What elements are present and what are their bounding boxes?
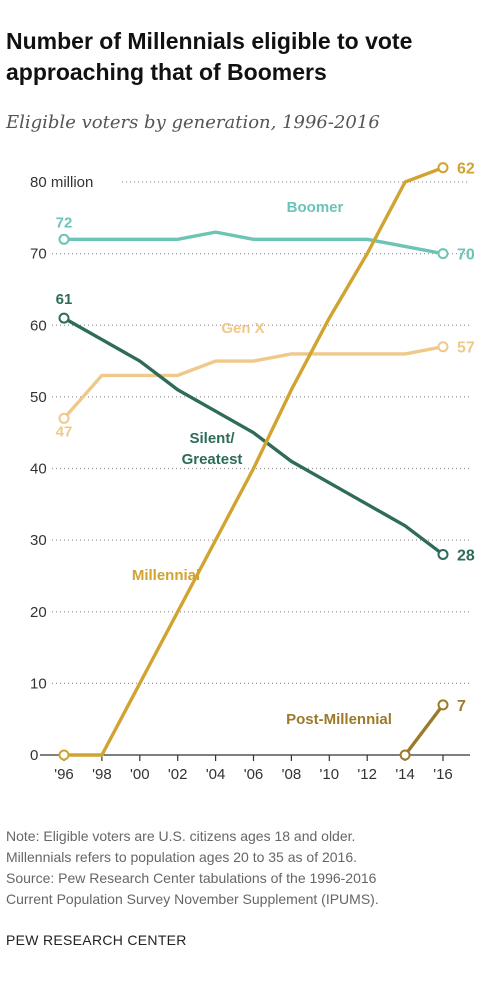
x-tick-label: '04 — [206, 766, 226, 783]
boomer-name-label: Boomer — [287, 199, 344, 216]
silent-greatest-line — [63, 316, 445, 556]
x-tick-label: '06 — [244, 766, 264, 783]
y-tick-label: 50 — [30, 389, 47, 406]
post-millennial-name-label: Post-Millennial — [286, 711, 392, 728]
gen-x-start-label: 47 — [56, 423, 73, 440]
post-millennial-end-label: 7 — [457, 698, 466, 715]
silent-greatest-start-label: 61 — [56, 291, 73, 308]
axis-ticks: 0 10 20 30 40 50 60 70 80 million '96 '98 '00 '02 '04… — [30, 174, 453, 783]
line-chart: 0 10 20 30 40 50 60 70 80 million '96 '98 '00 '02 '04… — [30, 161, 475, 783]
note-line: Source: Pew Research Center tabulations … — [6, 870, 377, 886]
gen-x-start-marker — [58, 412, 70, 424]
gen-x-end-label: 57 — [457, 340, 475, 357]
series-name-line: Greatest — [182, 451, 243, 468]
boomer-line — [64, 230, 444, 256]
y-tick-label: 30 — [30, 532, 47, 549]
boomer-start-label: 72 — [56, 214, 73, 231]
y-tick-label: 60 — [30, 317, 47, 334]
note-line: Note: Eligible voters are U.S. citizens … — [6, 828, 356, 844]
series-name-line: Silent/ — [189, 430, 235, 447]
x-tick-label: '98 — [92, 766, 112, 783]
silent-greatest-end-label: 28 — [457, 547, 475, 564]
y-tick-label: 0 — [30, 747, 38, 764]
post-millennial-start-marker — [399, 749, 411, 761]
gridlines — [40, 181, 470, 756]
x-tick-label: '02 — [168, 766, 188, 783]
millennial-name-label: Millennial — [132, 567, 200, 584]
x-tick-label: '12 — [357, 766, 377, 783]
gen-x-line — [62, 345, 444, 420]
millennial-end-marker — [437, 162, 449, 174]
y-tick-label: 80 million — [30, 174, 93, 191]
x-tick-label: '96 — [54, 766, 74, 783]
silent-greatest-start-marker — [58, 312, 70, 324]
source-label: PEW RESEARCH CENTER — [6, 932, 187, 948]
y-tick-label: 40 — [30, 461, 47, 478]
series-labels: 72 70 47 57 61 28 62 7 Boomer Gen X Silent/Greates… — [56, 161, 475, 728]
post-millennial-end-marker — [437, 699, 449, 711]
x-tick-label: '00 — [130, 766, 150, 783]
chart-title: Number of Millennials eligible to vote a… — [6, 28, 413, 85]
silent-greatest-name-label: Silent/Greatest — [182, 430, 243, 468]
gen-x-end-marker — [437, 341, 449, 353]
note-line: Millennials refers to population ages 20… — [6, 849, 358, 865]
boomer-end-marker — [437, 248, 449, 260]
post-millennial-line — [403, 703, 445, 757]
chart-notes: Note: Eligible voters are U.S. citizens … — [6, 826, 496, 910]
boomer-start-marker — [58, 233, 70, 245]
chart-subtitle: Eligible voters by generation, 1996-2016 — [6, 112, 380, 133]
x-tick-label: '16 — [433, 766, 453, 783]
boomer-end-label: 70 — [457, 247, 475, 264]
y-tick-label: 10 — [30, 675, 47, 692]
y-tick-label: 20 — [30, 604, 47, 621]
x-tick-label: '08 — [282, 766, 302, 783]
millennial-end-label: 62 — [457, 161, 475, 178]
millennial-start-marker — [58, 749, 70, 761]
gen-x-name-label: Gen X — [221, 320, 264, 337]
note-line: Current Population Survey November Suppl… — [6, 891, 379, 907]
silent-greatest-end-marker — [437, 548, 449, 560]
millennial-line — [64, 166, 444, 757]
x-tick-label: '10 — [320, 766, 340, 783]
y-tick-label: 70 — [30, 246, 47, 263]
series-lines — [58, 162, 449, 761]
x-tick-label: '14 — [395, 766, 415, 783]
